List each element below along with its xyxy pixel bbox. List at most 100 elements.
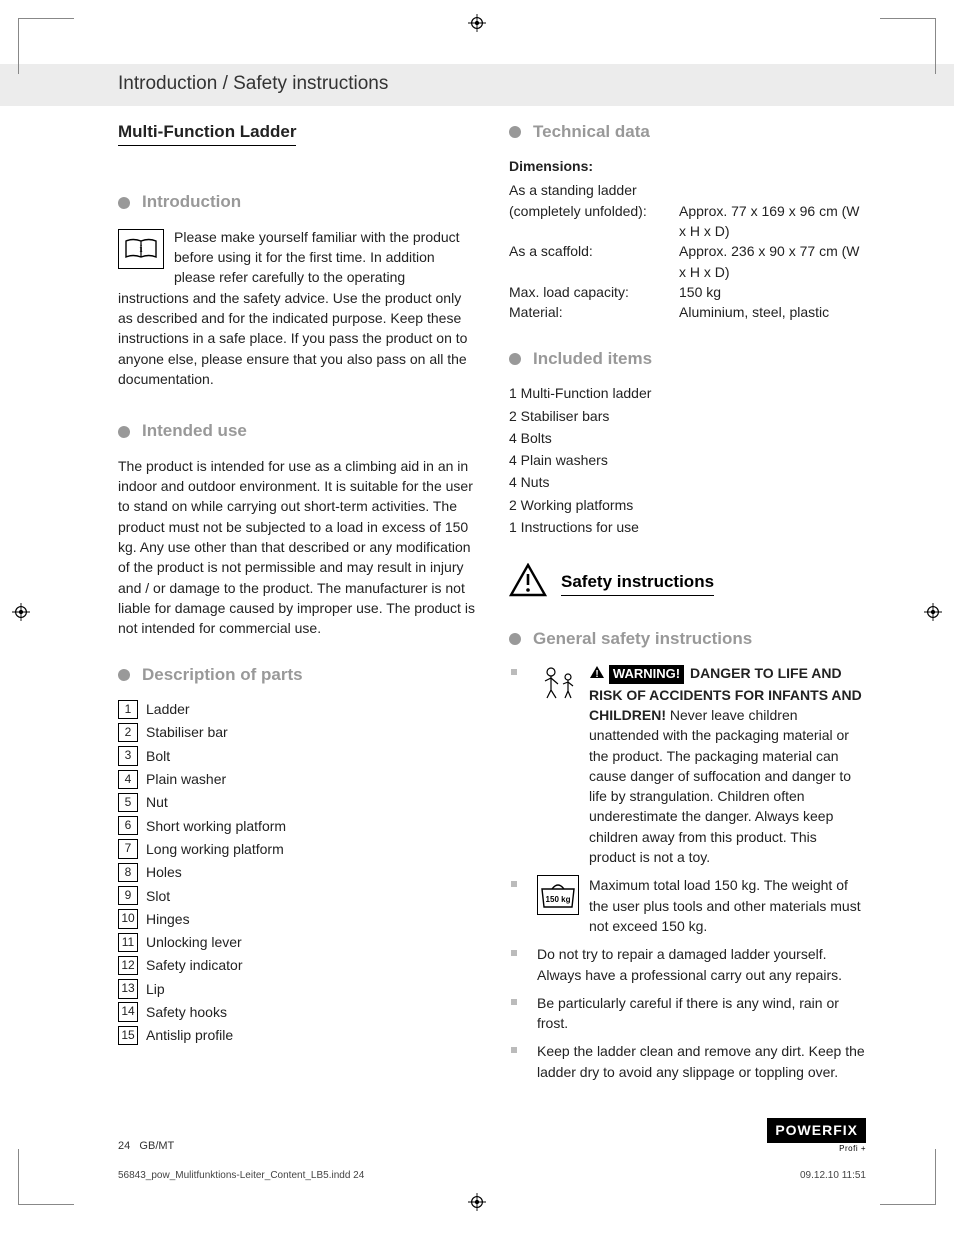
safety-item: ! WARNING! DANGER TO LIFE AND RISK OF AC… — [509, 663, 866, 867]
print-datetime: 09.12.10 11:51 — [800, 1169, 866, 1184]
safety-bullet-text: Do not try to repair a damaged ladder yo… — [537, 946, 842, 982]
safety-bullet-text: Maximum total load 150 kg. The weight of… — [589, 875, 866, 936]
locale-label: GB/MT — [139, 1140, 174, 1152]
page: Introduction / Safety instructions Multi… — [0, 0, 954, 1223]
introduction-body: Please make yourself familiar with the p… — [118, 227, 475, 389]
part-number: 7 — [118, 839, 138, 858]
dimension-row: As a standing ladder — [509, 180, 866, 200]
manual-book-icon: i — [118, 229, 164, 269]
registration-mark-icon — [924, 603, 942, 621]
section-heading: Description of parts — [142, 663, 303, 688]
part-label: Bolt — [146, 746, 170, 766]
dimension-key: Max. load capacity: — [509, 282, 679, 302]
part-number: 4 — [118, 770, 138, 789]
part-number: 10 — [118, 909, 138, 928]
dimension-row: (completely unfolded):Approx. 77 x 169 x… — [509, 201, 866, 242]
left-column: Multi-Function Ladder Introduction i Ple… — [118, 120, 475, 1090]
included-item: 4 Bolts — [509, 428, 866, 448]
safety-item: 150 kg Maximum total load 150 kg. The we… — [509, 875, 866, 936]
part-label: Long working platform — [146, 839, 284, 859]
dimension-row: Material:Aluminium, steel, plastic — [509, 302, 866, 322]
part-label: Nut — [146, 792, 168, 812]
included-item: 4 Plain washers — [509, 450, 866, 470]
section-heading: Included items — [533, 347, 652, 372]
load-label: 150 kg — [546, 895, 571, 904]
part-label: Stabiliser bar — [146, 722, 228, 742]
part-number: 3 — [118, 746, 138, 765]
page-number: 24 — [118, 1140, 130, 1152]
part-number: 2 — [118, 723, 138, 742]
included-item: 4 Nuts — [509, 472, 866, 492]
safety-instructions-heading: Safety instructions — [561, 570, 714, 597]
parts-list-row: 11 Unlocking lever — [118, 932, 475, 952]
part-number: 11 — [118, 933, 138, 952]
part-label: Slot — [146, 886, 170, 906]
children-hazard-icon — [537, 663, 579, 703]
section-introduction: Introduction — [118, 190, 475, 215]
svg-text:i: i — [139, 243, 142, 255]
section-intended-use: Intended use — [118, 419, 475, 444]
dimension-key: As a scaffold: — [509, 241, 679, 282]
parts-list-row: 14 Safety hooks — [118, 1002, 475, 1022]
part-number: 15 — [118, 1026, 138, 1045]
part-label: Lip — [146, 979, 165, 999]
section-heading: Intended use — [142, 419, 247, 444]
parts-list-row: 7 Long working platform — [118, 839, 475, 859]
dimension-value: Approx. 77 x 169 x 96 cm (W x H x D) — [679, 201, 866, 242]
right-column: Technical data Dimensions: As a standing… — [509, 120, 866, 1090]
safety-bullet-text: Be particularly careful if there is any … — [537, 995, 839, 1031]
part-label: Holes — [146, 862, 182, 882]
included-items-list: 1 Multi-Function ladder2 Stabiliser bars… — [509, 383, 866, 537]
product-title: Multi-Function Ladder — [118, 120, 296, 147]
section-heading: Introduction — [142, 190, 241, 215]
part-number: 5 — [118, 793, 138, 812]
safety-item: Keep the ladder clean and remove any dir… — [509, 1041, 866, 1082]
crop-mark — [18, 18, 74, 74]
part-number: 14 — [118, 1002, 138, 1021]
dimension-row: Max. load capacity:150 kg — [509, 282, 866, 302]
parts-list-row: 12Safety indicator — [118, 955, 475, 975]
page-footer: 24 GB/MT POWERFIX Profi + — [118, 1118, 866, 1155]
dimension-row: As a scaffold:Approx. 236 x 90 x 77 cm (… — [509, 241, 866, 282]
parts-list-row: 2 Stabiliser bar — [118, 722, 475, 742]
part-number: 12 — [118, 956, 138, 975]
registration-mark-icon — [12, 603, 30, 621]
section-included-items: Included items — [509, 347, 866, 372]
part-label: Unlocking lever — [146, 932, 242, 952]
dimension-value: Approx. 236 x 90 x 77 cm (W x H x D) — [679, 241, 866, 282]
part-number: 13 — [118, 979, 138, 998]
parts-list-row: 8 Holes — [118, 862, 475, 882]
part-label: Antislip profile — [146, 1025, 233, 1045]
section-technical-data: Technical data — [509, 120, 866, 145]
parts-list-row: 15 Antislip profile — [118, 1025, 475, 1045]
safety-item: Do not try to repair a damaged ladder yo… — [509, 944, 866, 985]
part-number: 8 — [118, 863, 138, 882]
part-number: 9 — [118, 886, 138, 905]
section-general-safety: General safety instructions — [509, 627, 866, 652]
section-heading: Technical data — [533, 120, 650, 145]
parts-list-row: 4 Plain washer — [118, 769, 475, 789]
load-capacity-icon: 150 kg — [537, 875, 579, 915]
svg-text:!: ! — [595, 669, 598, 679]
brand-logo: POWERFIX — [767, 1118, 866, 1143]
section-description-of-parts: Description of parts — [118, 663, 475, 688]
included-item: 2 Working platforms — [509, 495, 866, 515]
crop-mark — [18, 1149, 74, 1205]
safety-bullet-text: Keep the ladder clean and remove any dir… — [537, 1043, 865, 1079]
dimension-key: Material: — [509, 302, 679, 322]
crop-mark — [880, 1149, 936, 1205]
brand-subline: Profi + — [767, 1143, 866, 1155]
part-label: Safety hooks — [146, 1002, 227, 1022]
part-label: Ladder — [146, 699, 190, 719]
warning-triangle-icon — [509, 563, 547, 602]
part-label: Plain washer — [146, 769, 226, 789]
dimension-value: 150 kg — [679, 282, 866, 302]
parts-list: 1Ladder2Stabiliser bar3Bolt4Plain washer… — [118, 699, 475, 1045]
parts-list-row: 3 Bolt — [118, 746, 475, 766]
dimension-value — [679, 180, 866, 200]
crop-mark — [880, 18, 936, 74]
dimension-value: Aluminium, steel, plastic — [679, 302, 866, 322]
registration-mark-icon — [468, 1193, 486, 1211]
dimensions-table: As a standing ladder(completely unfolded… — [509, 180, 866, 322]
warning-label: WARNING! — [609, 665, 684, 684]
